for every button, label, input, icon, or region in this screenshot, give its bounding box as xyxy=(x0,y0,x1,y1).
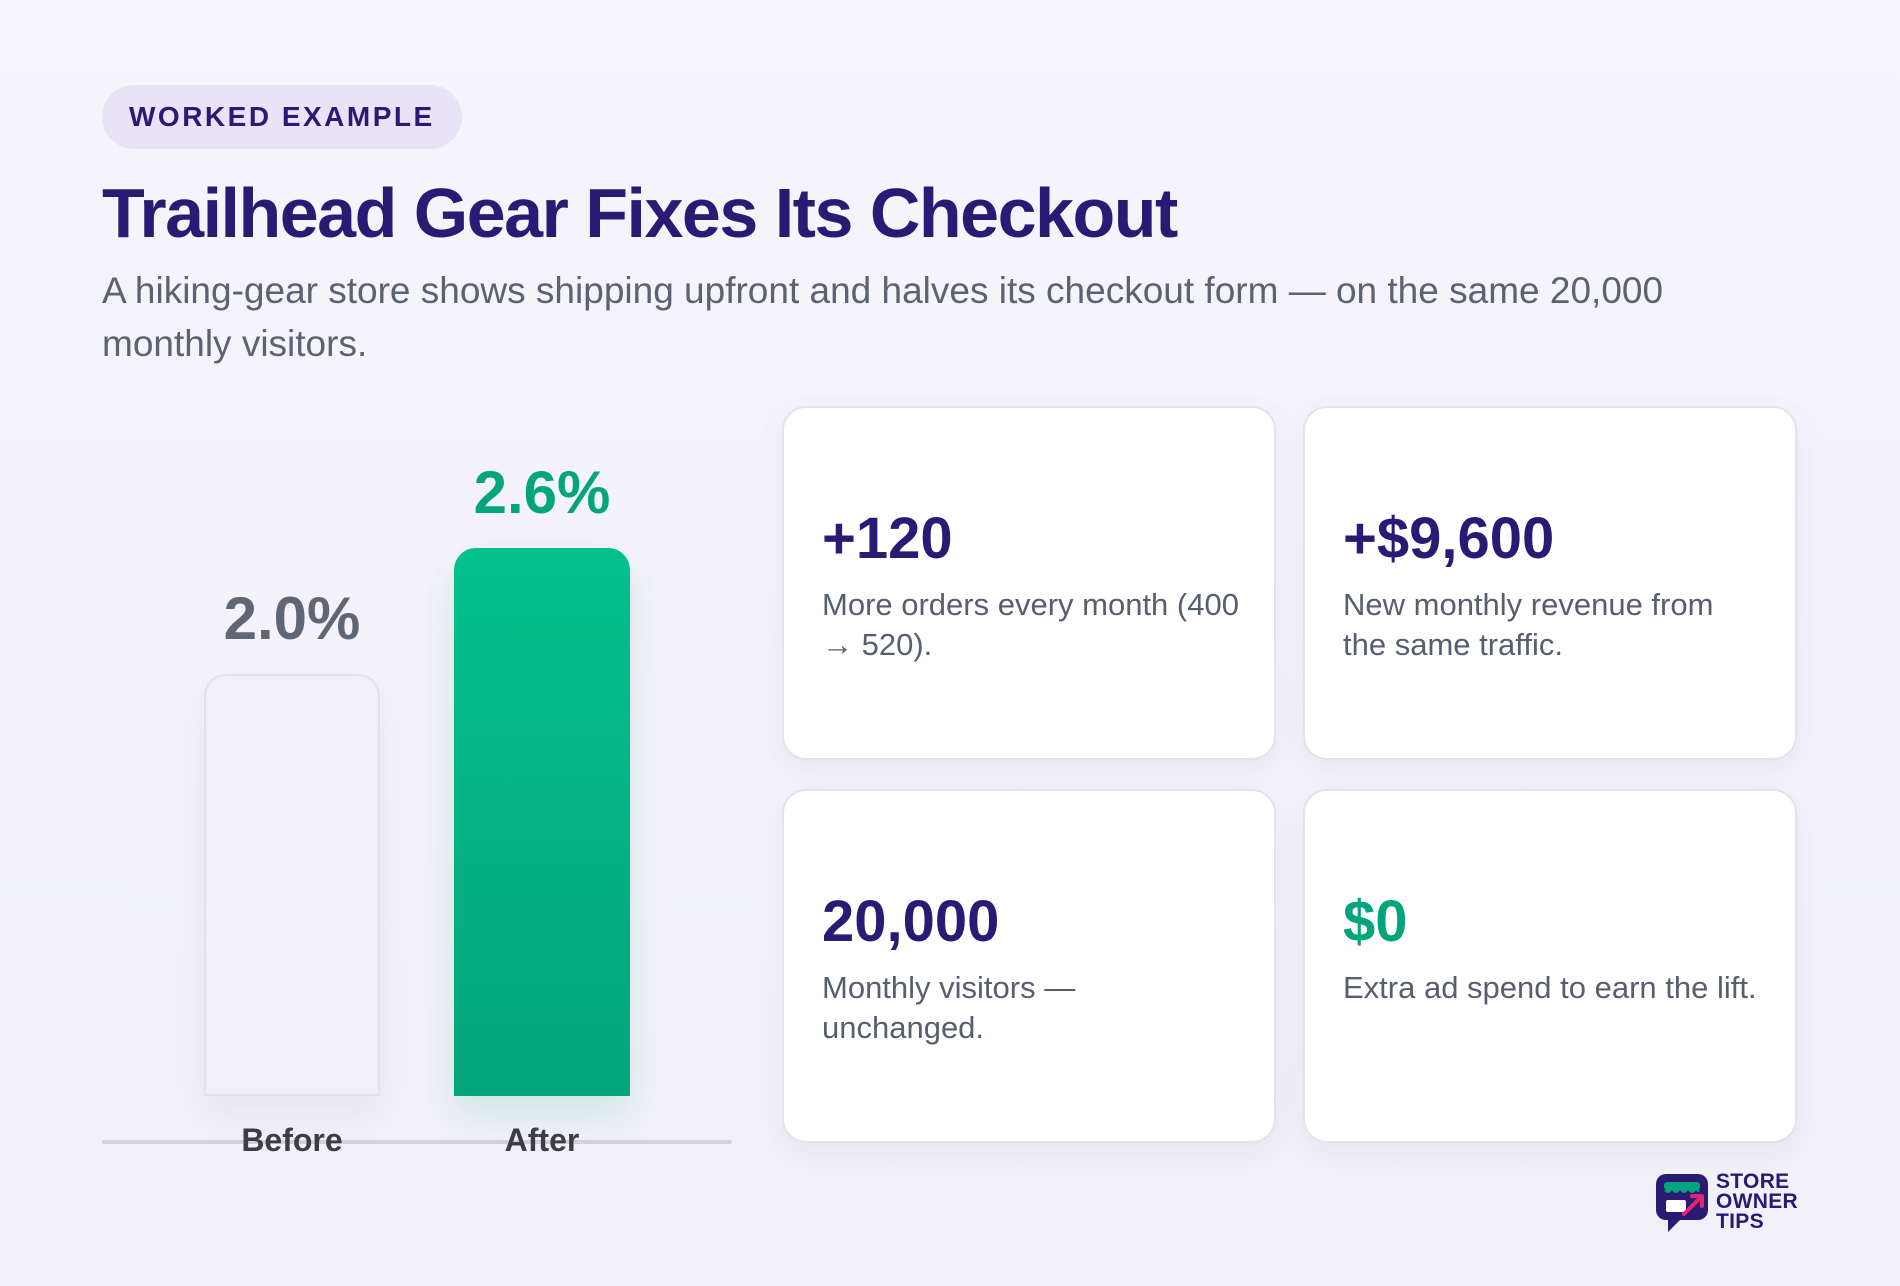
worked-example-tag: WORKED EXAMPLE xyxy=(102,85,462,149)
logo-line-1: STORE xyxy=(1716,1170,1790,1193)
logo-wordmark: STORE OWNER TIPS xyxy=(1716,1170,1798,1233)
chart-baseline xyxy=(102,1140,732,1144)
category-label-after: After xyxy=(504,1122,580,1158)
page-subtitle: A hiking-gear store shows shipping upfro… xyxy=(102,270,1664,364)
stat-value: 20,000 xyxy=(822,889,1000,954)
category-label-before: Before xyxy=(241,1122,343,1158)
stat-value: +120 xyxy=(822,506,953,571)
page-title: Trailhead Gear Fixes Its Checkout xyxy=(102,174,1178,252)
stat-card-orders: +120 More orders every month (400 → 520)… xyxy=(782,406,1276,760)
stat-description: New monthly revenue from the same traffi… xyxy=(1343,587,1714,662)
conversion-bar-chart: 2.0% Before 2.6% After xyxy=(102,420,732,1180)
logo-line-2: OWNER xyxy=(1716,1190,1798,1213)
stat-card-ad-spend: $0 Extra ad spend to earn the lift. xyxy=(1303,789,1797,1143)
stat-description: Monthly visitors — unchanged. xyxy=(822,970,1076,1045)
bar-before xyxy=(204,674,380,1096)
stat-card-visitors: 20,000 Monthly visitors — unchanged. xyxy=(782,789,1276,1143)
logo-line-3: TIPS xyxy=(1716,1210,1764,1233)
bar-value-label-before: 2.0% xyxy=(223,585,361,652)
stat-value: $0 xyxy=(1343,889,1408,954)
bar-value-label-after: 2.6% xyxy=(473,459,611,526)
store-owner-tips-logo: STORE OWNER TIPS xyxy=(1654,1170,1804,1236)
storefront-chat-icon xyxy=(1656,1174,1708,1232)
stat-card-revenue: +$9,600 New monthly revenue from the sam… xyxy=(1303,406,1797,760)
stat-description: Extra ad spend to earn the lift. xyxy=(1343,970,1757,1005)
stat-value: +$9,600 xyxy=(1343,506,1555,571)
bar-after xyxy=(454,548,630,1096)
stat-description: More orders every month (400 → 520). xyxy=(822,587,1239,662)
